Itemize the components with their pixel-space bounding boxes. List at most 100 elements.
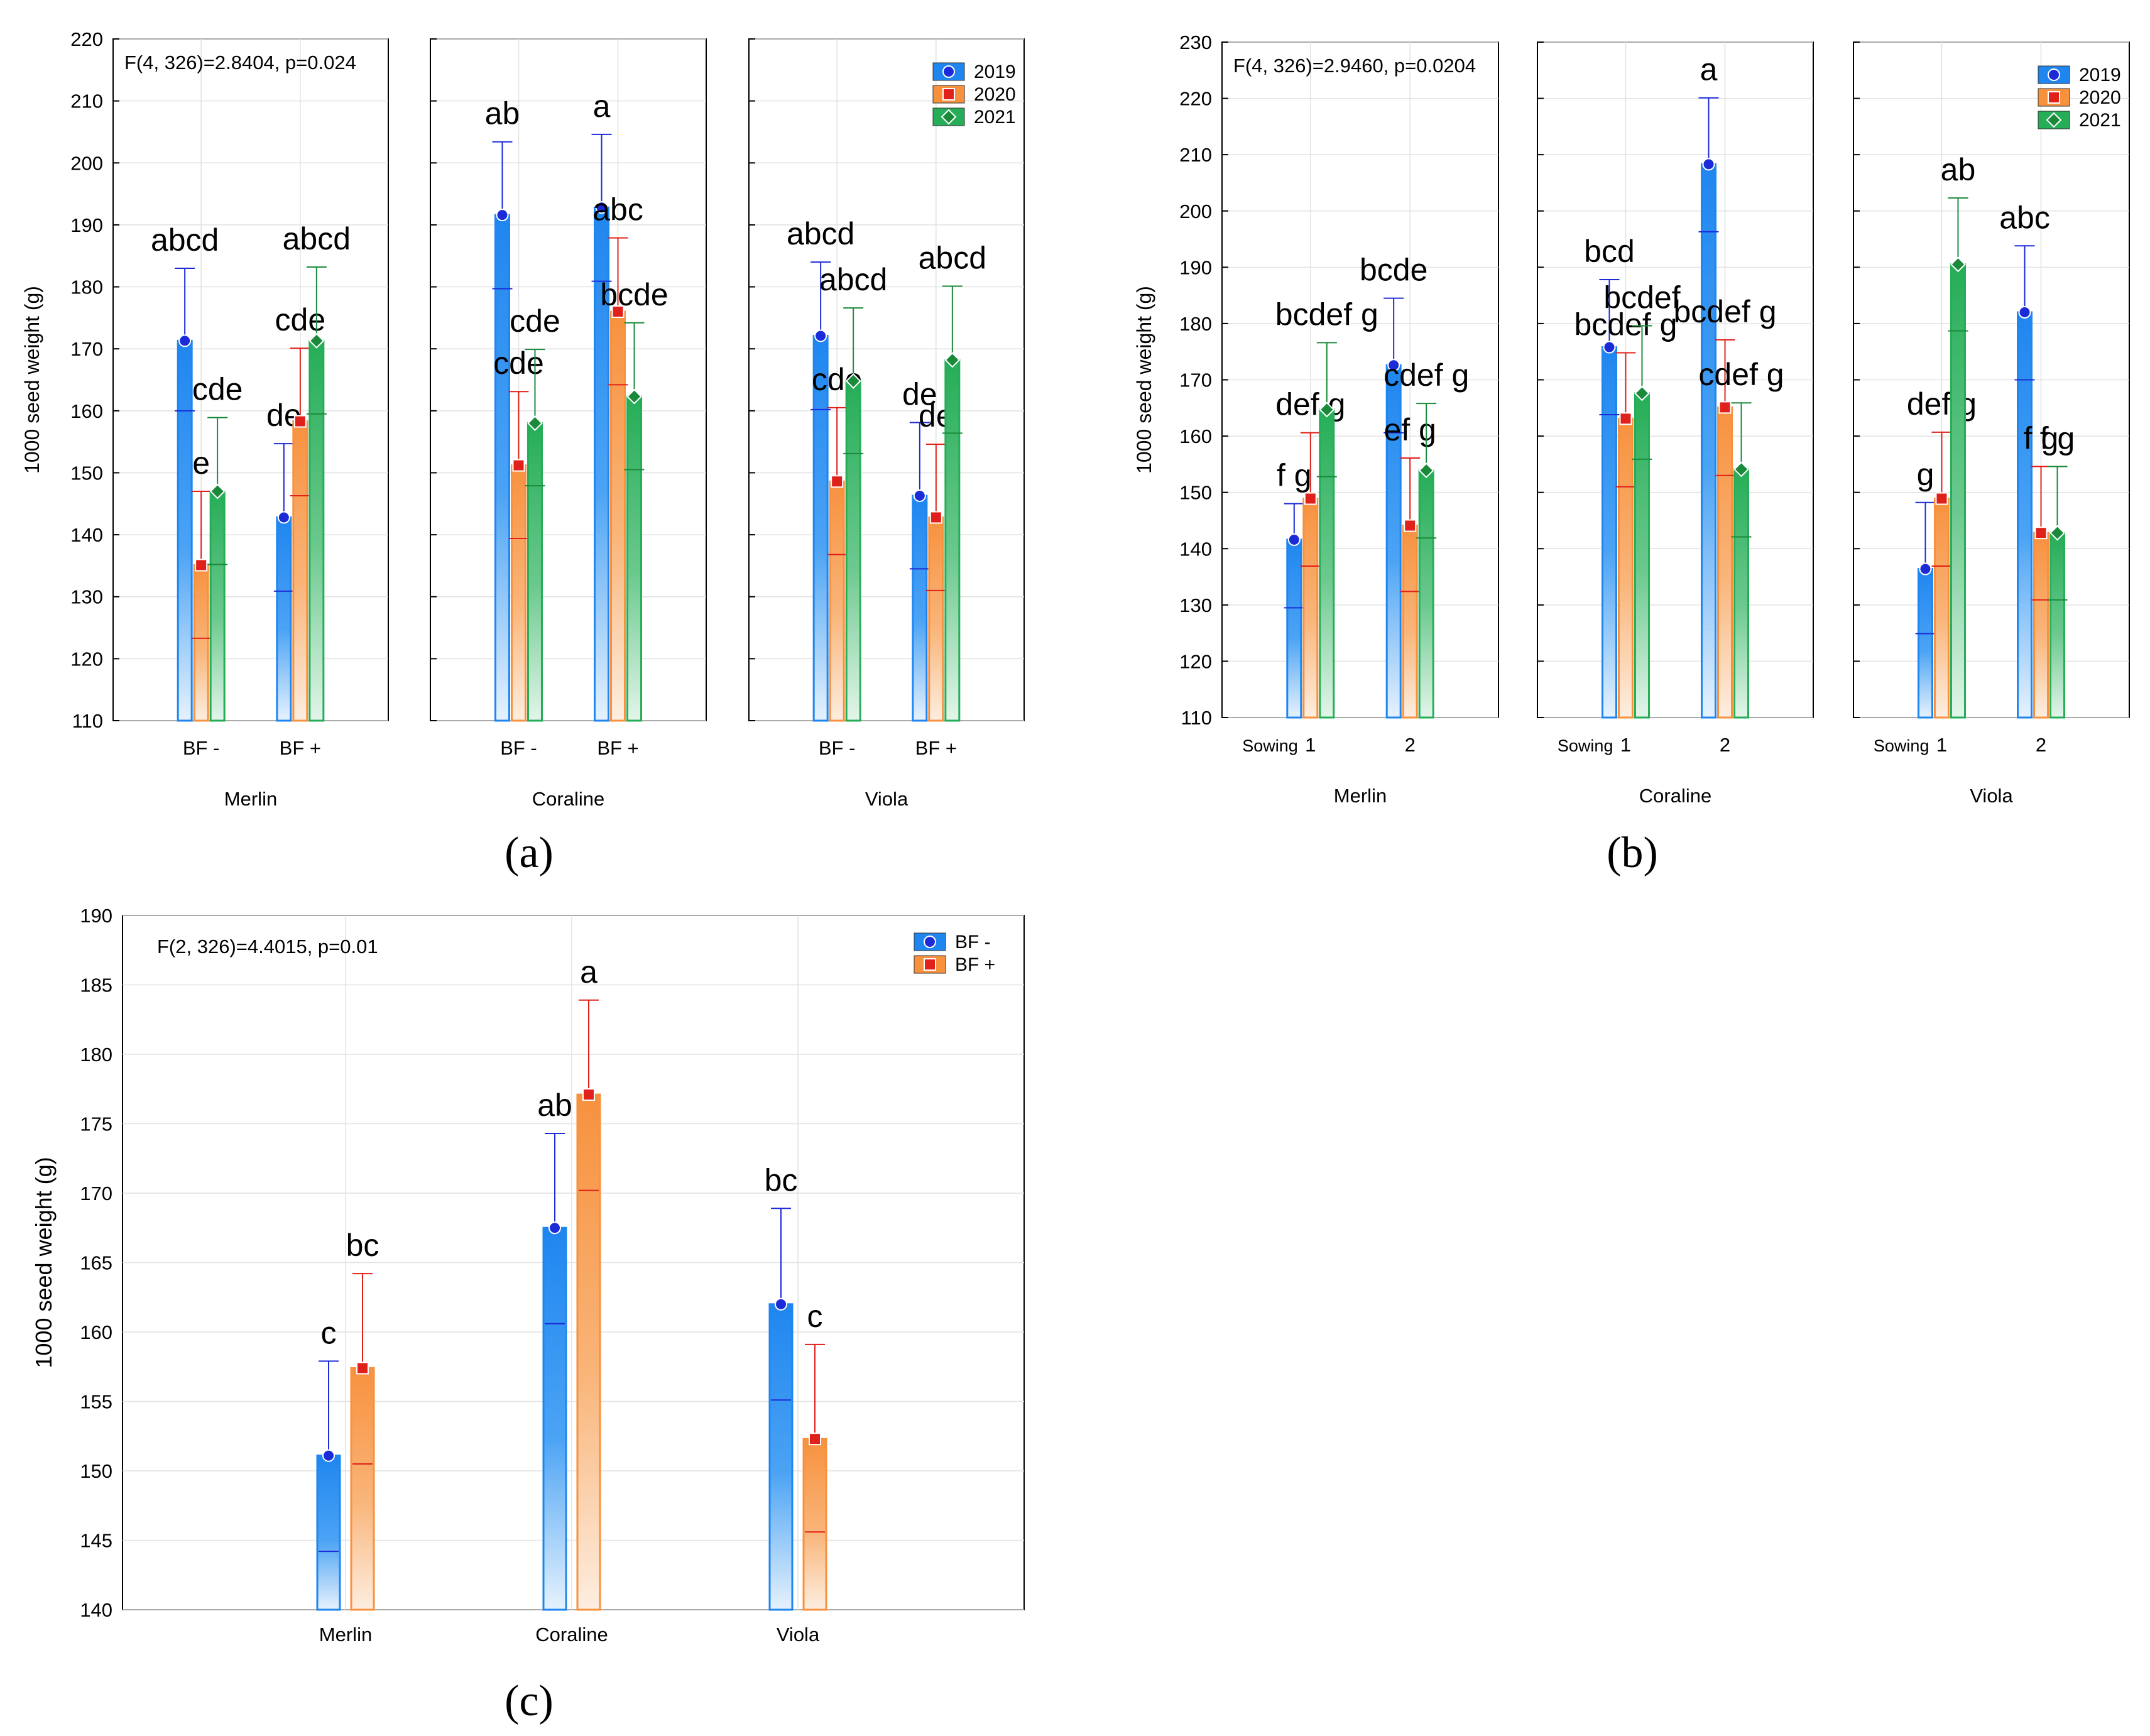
y-tick-label-10: 190 [80, 905, 112, 927]
y-tick-label-0: 140 [80, 1599, 112, 1621]
mean-marker-c-BF +-1 [582, 1088, 595, 1101]
y-tick-label-10: 210 [1179, 144, 1212, 166]
significance-letter-c-BF --1: ab [537, 1088, 572, 1123]
significance-letter-Viola-2019-1: abc [1999, 200, 2050, 235]
mean-marker-Viola-2019-0 [1919, 562, 1932, 576]
significance-letter-c-BF --2: bc [765, 1162, 798, 1198]
bar-Merlin-2020-0 [193, 564, 209, 722]
panel-label-b: (b) [1607, 829, 1658, 877]
significance-letter-Merlin-2021-0: bcdef g [1275, 297, 1378, 332]
mean-marker-Merlin-2021-0 [1319, 401, 1335, 418]
x-tick-label-0: 1 [1620, 734, 1631, 756]
bar-c-BF +-2 [802, 1438, 827, 1611]
group-label: Viola [865, 788, 909, 810]
significance-letter-Coraline-2019-0: ab [485, 96, 520, 131]
legend-label-0: BF - [955, 932, 991, 953]
mean-marker-Merlin-2020-1 [293, 415, 307, 428]
mean-marker-Coraline-2020-0 [1619, 412, 1632, 425]
bar-Viola-2021-1 [944, 359, 961, 722]
mean-marker-Viola-2021-0 [845, 373, 861, 389]
y-tick-label-5: 160 [1179, 425, 1212, 447]
mean-marker-Coraline-2019-0 [496, 209, 509, 222]
bar-Merlin-2021-0 [209, 490, 226, 722]
x-tick-label-1: 2 [1405, 734, 1416, 756]
plot-frame [748, 38, 1025, 721]
bar-Coraline-2020-1 [1717, 406, 1733, 719]
chart-panel-c: 140 145 150 155 160 165 170 175 180 185 190 1000 se… [31, 905, 1025, 1646]
legend-label-0: 2019 [974, 62, 1016, 82]
significance-letter-Merlin-2019-0: f g [1277, 458, 1312, 493]
legend-label-0: 2019 [2079, 65, 2121, 85]
bar-Merlin-2019-1 [276, 516, 292, 722]
y-tick-label-11: 220 [70, 28, 103, 50]
mean-marker-Viola-2020-1 [929, 511, 942, 524]
y-axis-label: 1000 seed weight (g) [1133, 286, 1155, 474]
mean-marker-Coraline-2019-1 [1702, 158, 1715, 171]
significance-letter-Viola-2021-1: abcd [919, 241, 986, 276]
x-tick-label-0: Merlin [319, 1624, 372, 1646]
subplot-coraline: ab a cde abc cde bcde BF - BF + Coraline [430, 38, 707, 810]
y-axis-label: 1000 seed weight (g) [31, 1157, 57, 1368]
bar-c-BF +-0 [350, 1367, 375, 1611]
mean-marker-legend-0 [942, 65, 955, 78]
bar-Viola-2020-0 [1933, 498, 1950, 719]
significance-letter-Viola-2021-1: f g [2040, 420, 2075, 456]
stat-text: F(4, 326)=2.9460, p=0.0204 [1233, 55, 1476, 77]
x-tick-label-0: 1 [1305, 734, 1316, 756]
significance-letter-Viola-2020-0: def g [1907, 386, 1977, 422]
y-tick-label-2: 130 [70, 586, 103, 608]
mean-marker-c-BF --0 [322, 1449, 335, 1462]
y-tick-label-10: 210 [70, 90, 103, 112]
bar-c-BF --2 [768, 1303, 794, 1611]
group-label: Coraline [532, 788, 604, 810]
mean-marker-c-BF +-0 [356, 1362, 369, 1375]
significance-letter-Viola-2020-1: f g [2024, 420, 2059, 456]
significance-letter-c-BF +-0: bc [346, 1228, 379, 1263]
panel-label-c: (c) [505, 1677, 554, 1725]
y-tick-label-9: 200 [1179, 200, 1212, 222]
x-tick-label-2: Viola [777, 1624, 820, 1646]
plot-frame [430, 38, 707, 721]
bar-Viola-2020-0 [829, 480, 845, 722]
bar-Viola-2019-0 [1917, 568, 1933, 719]
mean-marker-Merlin-2019-0 [178, 334, 192, 347]
legend-label-1: 2020 [974, 84, 1016, 105]
bar-Viola-2020-1 [2033, 532, 2049, 719]
bar-c-BF --1 [542, 1226, 567, 1611]
bar-Merlin-2021-1 [308, 339, 325, 722]
group-label: Coraline [1639, 785, 1711, 807]
mean-marker-Coraline-2021-1 [626, 388, 642, 405]
bar-Viola-2021-1 [2049, 532, 2066, 719]
x-tick-label-0: 1 [1936, 734, 1947, 756]
bar-Viola-2020-1 [928, 516, 944, 722]
y-tick-label-5: 165 [80, 1252, 112, 1274]
bar-Coraline-2020-0 [1617, 417, 1634, 719]
bar-c-BF --0 [316, 1455, 341, 1611]
mean-marker-legend-2 [2046, 112, 2062, 128]
mean-marker-Viola-2019-1 [913, 489, 926, 502]
bar-Merlin-2019-0 [177, 339, 193, 722]
y-tick-label-12: 230 [1179, 31, 1212, 53]
significance-letter-c-BF +-1: a [580, 954, 598, 990]
mean-marker-Coraline-2020-1 [1718, 401, 1732, 414]
x-tick-label-0: BF - [183, 737, 220, 759]
significance-letter-Viola-2021-0: abcd [819, 262, 887, 297]
x-prefix-label: Sowing [1558, 736, 1613, 755]
bar-Viola-2019-1 [912, 494, 928, 722]
bar-Merlin-2021-0 [1319, 408, 1335, 719]
mean-marker-Merlin-2019-0 [1287, 533, 1301, 546]
mean-marker-Merlin-2021-0 [209, 483, 226, 500]
plot-frame [112, 38, 389, 721]
y-tick-label-4: 160 [80, 1321, 112, 1343]
mean-marker-c-BF --1 [548, 1221, 561, 1235]
significance-letter-Coraline-2021-0: cde [510, 303, 560, 339]
bar-Merlin-2020-1 [292, 420, 308, 722]
significance-letter-Coraline-2019-0: bcd [1584, 234, 1635, 269]
x-tick-label-1: Coraline [535, 1624, 608, 1646]
significance-letter-c-BF --0: c [321, 1315, 337, 1350]
bar-c-BF +-1 [576, 1093, 601, 1611]
bar-Merlin-2020-1 [1402, 525, 1418, 719]
mean-marker-Coraline-2021-1 [1733, 461, 1749, 478]
